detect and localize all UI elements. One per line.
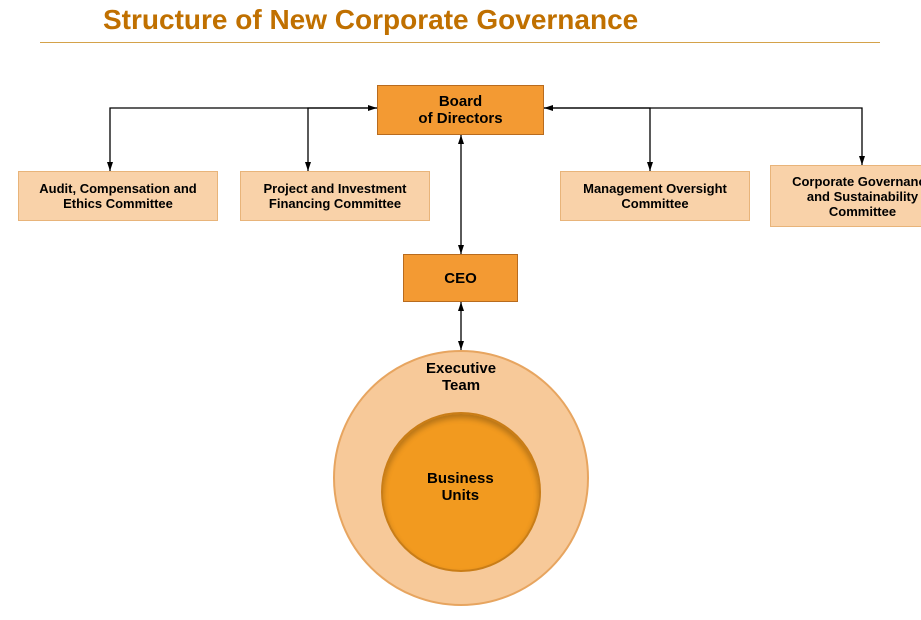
node-board-label: Boardof Directors [418,93,502,127]
node-mgmt-label: Management OversightCommittee [583,181,727,211]
node-audit-label: Audit, Compensation andEthics Committee [39,181,196,211]
node-corpgov: Corporate Governanceand SustainabilityCo… [770,165,921,227]
node-board: Boardof Directors [377,85,544,135]
circle-outer-label: ExecutiveTeam [426,360,496,394]
node-corpgov-label: Corporate Governanceand SustainabilityCo… [792,174,921,219]
title-underline [40,42,880,43]
node-ceo-label: CEO [444,270,477,287]
page-title: Structure of New Corporate Governance [103,4,638,36]
node-ceo: CEO [403,254,518,302]
circle-inner-label: BusinessUnits [427,470,494,504]
node-mgmt: Management OversightCommittee [560,171,750,221]
node-project-label: Project and InvestmentFinancing Committe… [263,181,406,211]
node-project: Project and InvestmentFinancing Committe… [240,171,430,221]
node-audit: Audit, Compensation andEthics Committee [18,171,218,221]
